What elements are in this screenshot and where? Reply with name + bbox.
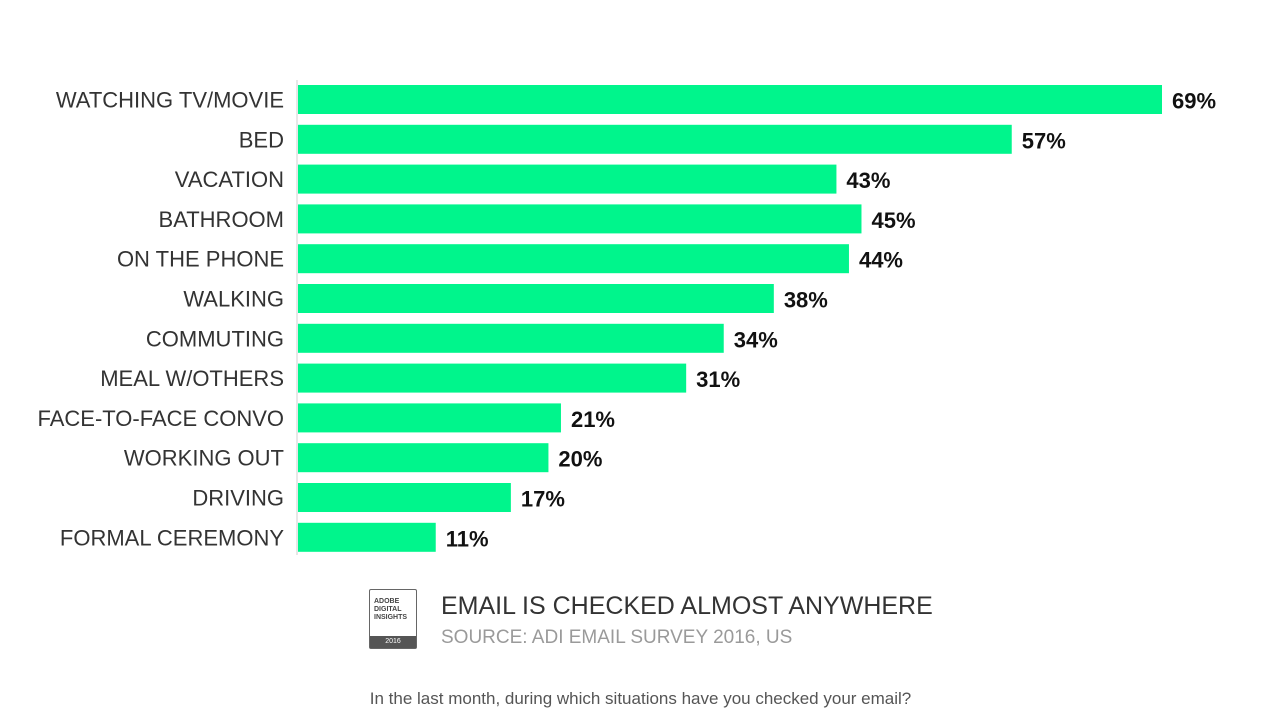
bar-watching-tv-movie bbox=[298, 85, 1162, 114]
category-label-formal-ceremony: FORMAL CEREMONY bbox=[60, 525, 284, 550]
value-label-bed: 57% bbox=[1022, 128, 1066, 153]
bar-meal-w-others bbox=[298, 363, 687, 393]
bar-driving bbox=[298, 483, 511, 512]
value-label-watching-tv-movie: 69% bbox=[1172, 89, 1216, 114]
category-label-bathroom: BATHROOM bbox=[159, 207, 284, 232]
value-label-on-the-phone: 44% bbox=[859, 248, 903, 273]
category-label-on-the-phone: ON THE PHONE bbox=[117, 247, 284, 272]
bar-walking bbox=[298, 284, 774, 313]
value-label-meal-w-others: 31% bbox=[696, 367, 740, 392]
bar-bathroom bbox=[298, 204, 862, 234]
logo-year: 2016 bbox=[370, 636, 416, 648]
bar-working-out bbox=[298, 443, 549, 473]
chart-title: EMAIL IS CHECKED ALMOST ANYWHERE bbox=[441, 592, 933, 620]
bars-group: WATCHING TV/MOVIE 69% BED 57% VACATION 43% BAT… bbox=[37, 85, 1216, 552]
category-label-watching-tv-movie: WATCHING TV/MOVIE bbox=[56, 88, 284, 113]
category-label-meal-w-others: MEAL W/OTHERS bbox=[100, 366, 284, 391]
category-label-bed: BED bbox=[239, 127, 284, 152]
adobe-digital-insights-logo: ADOBE DIGITAL INSIGHTS 2016 bbox=[369, 589, 417, 649]
logo-text: ADOBE DIGITAL INSIGHTS bbox=[374, 598, 408, 621]
bar-face-to-face-convo bbox=[298, 403, 561, 433]
bar-formal-ceremony bbox=[298, 522, 436, 552]
category-label-driving: DRIVING bbox=[192, 486, 284, 511]
value-label-working-out: 20% bbox=[558, 447, 602, 472]
bar-commuting bbox=[298, 323, 724, 353]
value-label-face-to-face-convo: 21% bbox=[571, 407, 615, 432]
value-label-bathroom: 45% bbox=[871, 208, 915, 233]
category-label-vacation: VACATION bbox=[175, 167, 284, 192]
value-label-walking: 38% bbox=[784, 288, 828, 313]
value-label-commuting: 34% bbox=[734, 327, 778, 352]
bar-vacation bbox=[298, 164, 837, 194]
bar-chart: WATCHING TV/MOVIE 69% BED 57% VACATION 43% BAT… bbox=[37, 80, 1216, 555]
value-label-driving: 17% bbox=[521, 487, 565, 512]
category-label-walking: WALKING bbox=[183, 287, 284, 312]
category-label-face-to-face-convo: FACE-TO-FACE CONVO bbox=[37, 406, 284, 431]
bar-on-the-phone bbox=[298, 244, 849, 274]
category-label-working-out: WORKING OUT bbox=[124, 446, 284, 471]
chart-source: SOURCE: ADI EMAIL SURVEY 2016, US bbox=[441, 627, 793, 648]
survey-question: In the last month, during which situatio… bbox=[369, 689, 912, 708]
value-label-vacation: 43% bbox=[846, 168, 890, 193]
value-label-formal-ceremony: 11% bbox=[446, 526, 489, 551]
bar-bed bbox=[298, 124, 1012, 154]
category-label-commuting: COMMUTING bbox=[146, 326, 284, 351]
